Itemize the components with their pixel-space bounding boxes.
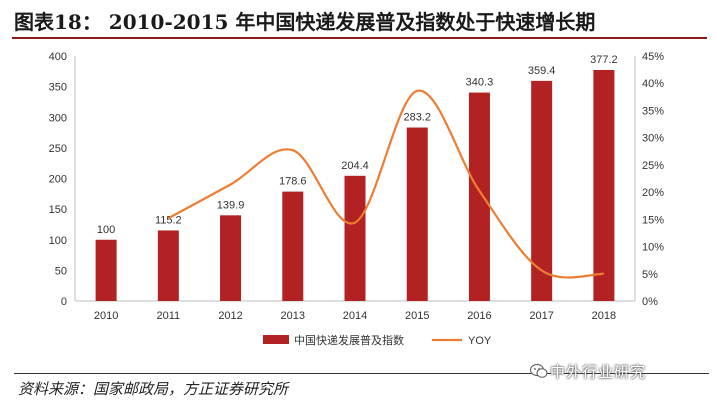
title-bar: 图表18： 2010-2015 年中国快递发展普及指数处于快速增长期: [0, 0, 715, 39]
y-left-tick-label: 100: [49, 235, 67, 247]
y-right-tick-label: 15%: [642, 214, 664, 226]
bar-value-label: 100: [97, 224, 115, 236]
x-tick-label: 2016: [467, 310, 491, 322]
bar: [157, 230, 179, 301]
bar-value-label: 204.4: [341, 160, 369, 172]
chart-title: 图表18： 2010-2015 年中国快递发展普及指数处于快速增长期: [14, 10, 596, 34]
bar: [95, 239, 117, 301]
y-right-tick-label: 45%: [642, 51, 664, 63]
wechat-icon: [530, 364, 548, 378]
y-right-tick-label: 5%: [642, 269, 658, 281]
yoy-line: [167, 89, 604, 279]
chart: 0 50 100 150 200 250 300 350 400 0% 5% 10% 15% 20% 25%…: [49, 51, 665, 347]
title-rule: [12, 37, 707, 39]
x-tick-label: 2017: [529, 310, 553, 322]
legend-swatch-bar: [263, 335, 289, 344]
bar: [468, 92, 490, 301]
bar: [220, 215, 242, 301]
x-tick-label: 2018: [592, 310, 616, 322]
watermark: 中外行业研究: [550, 363, 647, 381]
x-tick-label: 2014: [343, 310, 367, 322]
bar-value-label: 178.6: [279, 176, 307, 188]
bar: [406, 127, 428, 301]
y-right-tick-label: 30%: [642, 133, 664, 145]
y-left-tick-label: 250: [49, 143, 67, 155]
y-left-tick-label: 200: [49, 174, 67, 186]
x-tick-label: 2011: [157, 310, 181, 322]
y-left-tick-label: 0: [61, 296, 67, 308]
bar: [344, 175, 366, 301]
x-tick-label: 2010: [94, 310, 118, 322]
bar: [282, 191, 304, 301]
y-right-tick-label: 25%: [642, 160, 664, 172]
bar-value-label: 115.2: [155, 214, 182, 226]
y-right-tick-label: 0%: [642, 296, 658, 308]
bar: [593, 69, 615, 301]
bar-value-label: 139.9: [217, 199, 245, 211]
bar-value-label: 377.2: [590, 54, 618, 66]
legend-label-bar: 中国快递发展普及指数: [294, 333, 404, 347]
y-left-tick-label: 150: [49, 204, 67, 216]
y-right-tick-label: 20%: [642, 187, 664, 199]
bar-value-label: 359.4: [528, 65, 556, 77]
bar: [531, 80, 553, 302]
y-left-tick-label: 50: [55, 265, 67, 277]
source-note: 资料来源：国家邮政局，方正证券研究所: [18, 380, 289, 398]
x-tick-label: 2012: [218, 310, 242, 322]
x-tick-label: 2013: [281, 310, 305, 322]
bar-value-label: 340.3: [466, 77, 494, 89]
y-right-tick-label: 40%: [642, 78, 664, 90]
legend-label-line: YOY: [468, 335, 492, 347]
y-left-tick-label: 400: [49, 51, 67, 63]
y-left-tick-label: 350: [49, 82, 67, 94]
y-right-tick-label: 10%: [642, 242, 664, 254]
source-rule: [14, 373, 709, 374]
x-tick-label: 2015: [405, 310, 429, 322]
bar-value-label: 283.2: [403, 112, 431, 124]
y-right-tick-label: 35%: [642, 105, 664, 117]
y-left-tick-label: 300: [49, 112, 67, 124]
